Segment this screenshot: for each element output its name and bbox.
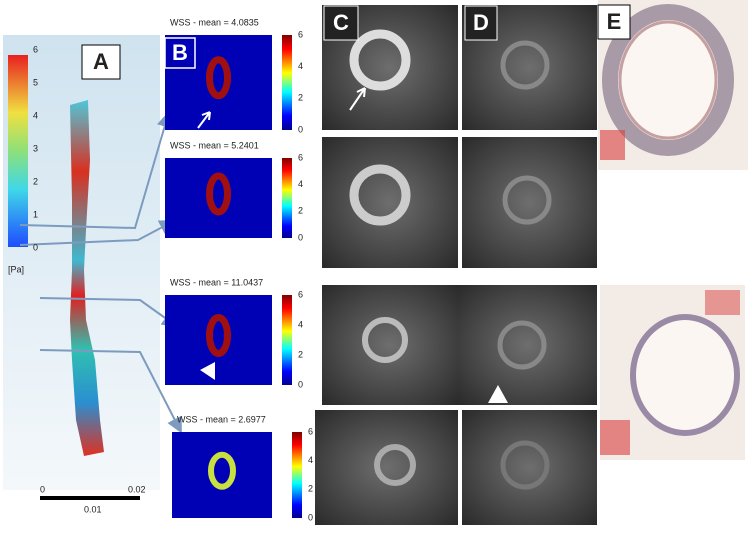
panel-label: B <box>172 40 188 65</box>
label-box <box>597 4 631 40</box>
colorbar-tick: 0 <box>308 512 313 522</box>
map-title: WSS - mean = 5.2401 <box>170 140 259 150</box>
wss-map <box>165 295 272 385</box>
scale-label: 0 <box>40 484 45 494</box>
wss-ring <box>208 451 236 490</box>
colorbar-tick: 5 <box>33 77 38 87</box>
colorbar-tick: 6 <box>33 44 38 54</box>
colorbar-tick: 0 <box>298 124 303 134</box>
colorbar-tick: 0 <box>33 242 38 252</box>
mri-images <box>315 5 597 525</box>
histology-images <box>598 0 748 460</box>
colorbar <box>282 158 292 238</box>
panel-b: WSS - mean = 4.0835 6 4 2 0 WSS - mean = 5.24… <box>165 17 313 522</box>
panel-label: A <box>93 49 109 74</box>
colorbar-tick: 2 <box>298 349 303 359</box>
colorbar <box>282 35 292 130</box>
label-box <box>164 37 196 69</box>
colorbar-tick: 6 <box>298 152 303 162</box>
colorbar-tick: 4 <box>298 61 303 71</box>
colorbar-tick: 6 <box>308 426 313 436</box>
colorbar-tick: 2 <box>33 176 38 186</box>
colorbar-tick: 4 <box>298 179 303 189</box>
panel-label: D <box>473 10 489 35</box>
colorbar-tick: 2 <box>298 93 303 103</box>
scale-label: 0.02 <box>128 484 146 494</box>
colorbar-tick: 4 <box>298 319 303 329</box>
wss-map <box>165 158 272 238</box>
label-box <box>464 5 498 41</box>
colorbar-tick: 6 <box>298 289 303 299</box>
colorbar-tick: 4 <box>33 110 38 120</box>
wss-map <box>172 432 272 518</box>
colorbar <box>282 295 292 385</box>
colorbar-tick: 3 <box>33 143 38 153</box>
wss-map <box>165 35 272 130</box>
colorbar-tick: 2 <box>298 206 303 216</box>
panel-label: C <box>333 10 349 35</box>
label-box <box>81 44 121 80</box>
colorbar-tick: 2 <box>308 484 313 494</box>
colorbar-tick: 0 <box>298 379 303 389</box>
label-box <box>323 5 359 41</box>
colorbar-tick: 0 <box>298 232 303 242</box>
arrowhead <box>200 362 215 380</box>
connectors <box>19 111 182 434</box>
colorbar <box>292 432 302 518</box>
wss-ring <box>206 314 231 357</box>
vessel-model <box>70 100 104 456</box>
wss-ring <box>206 172 231 216</box>
colorbar-tick: 6 <box>298 29 303 39</box>
panel-label: E <box>607 9 622 34</box>
map-title: WSS - mean = 2.6977 <box>177 414 266 424</box>
unit-label: [Pa] <box>8 264 24 274</box>
colorbar-tick: 4 <box>308 455 313 465</box>
scale-label: 0.01 <box>84 504 102 514</box>
map-title: WSS - mean = 4.0835 <box>170 17 259 27</box>
arrow <box>197 111 211 129</box>
colorbar-tick: 1 <box>33 209 38 219</box>
colorbar-a <box>8 55 28 247</box>
wss-ring <box>206 56 231 100</box>
map-title: WSS - mean = 11.0437 <box>170 277 263 287</box>
